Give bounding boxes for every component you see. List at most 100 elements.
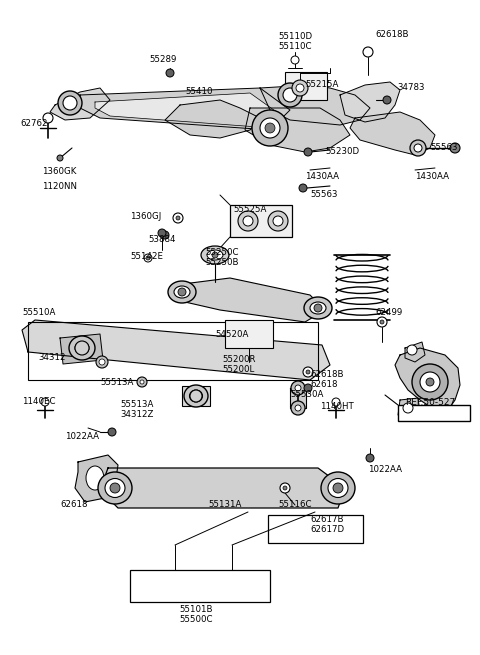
- Polygon shape: [22, 320, 330, 380]
- Circle shape: [292, 80, 308, 96]
- Circle shape: [296, 84, 304, 92]
- Text: 34312: 34312: [38, 354, 65, 362]
- Circle shape: [314, 304, 322, 312]
- Circle shape: [144, 254, 152, 262]
- Ellipse shape: [184, 385, 208, 407]
- Text: 62618: 62618: [60, 500, 87, 509]
- Circle shape: [403, 403, 413, 413]
- Ellipse shape: [98, 472, 132, 504]
- Circle shape: [380, 320, 384, 324]
- Text: 55250C
55250B: 55250C 55250B: [205, 248, 239, 267]
- Ellipse shape: [321, 472, 355, 504]
- Circle shape: [283, 88, 297, 102]
- Polygon shape: [260, 85, 370, 125]
- Text: 55101B
55500C: 55101B 55500C: [179, 605, 213, 624]
- Circle shape: [161, 231, 169, 239]
- Circle shape: [268, 211, 288, 231]
- Ellipse shape: [207, 250, 223, 260]
- Text: 55110D
55110C: 55110D 55110C: [278, 32, 312, 51]
- Circle shape: [414, 144, 422, 152]
- Text: 1430AA: 1430AA: [415, 172, 449, 181]
- Text: 62617B
62617D: 62617B 62617D: [310, 515, 344, 534]
- Circle shape: [57, 155, 63, 161]
- Circle shape: [58, 91, 82, 115]
- Text: 55230D: 55230D: [325, 147, 359, 157]
- Polygon shape: [100, 468, 345, 508]
- Circle shape: [273, 216, 283, 226]
- Text: 55530A: 55530A: [290, 390, 324, 399]
- Circle shape: [166, 69, 174, 77]
- Bar: [28, 322, 318, 380]
- Circle shape: [377, 317, 387, 327]
- Circle shape: [41, 398, 49, 406]
- Text: 62618B: 62618B: [375, 30, 408, 39]
- Circle shape: [332, 398, 340, 406]
- Text: 62499: 62499: [375, 308, 402, 317]
- Text: 55131A: 55131A: [208, 500, 241, 509]
- Bar: [182, 386, 210, 406]
- Text: 55215A: 55215A: [305, 80, 338, 89]
- Circle shape: [291, 381, 305, 395]
- Circle shape: [366, 454, 374, 462]
- Circle shape: [260, 118, 280, 138]
- Circle shape: [190, 390, 202, 402]
- Text: 1360GK: 1360GK: [42, 167, 76, 176]
- Ellipse shape: [105, 479, 125, 498]
- Circle shape: [43, 113, 53, 123]
- Circle shape: [158, 229, 166, 237]
- Circle shape: [176, 216, 180, 220]
- Ellipse shape: [75, 341, 89, 354]
- Circle shape: [306, 370, 310, 374]
- Circle shape: [173, 213, 183, 223]
- Circle shape: [295, 385, 301, 391]
- Circle shape: [75, 341, 89, 355]
- Polygon shape: [398, 398, 420, 420]
- Circle shape: [243, 216, 253, 226]
- Text: 55513A
34312Z: 55513A 34312Z: [120, 400, 154, 419]
- Polygon shape: [170, 278, 325, 322]
- Text: 55513A: 55513A: [100, 378, 133, 387]
- Polygon shape: [60, 334, 103, 364]
- Text: 1022AA: 1022AA: [368, 465, 402, 474]
- Ellipse shape: [201, 246, 229, 264]
- Circle shape: [137, 377, 147, 387]
- Text: 1140EC: 1140EC: [22, 398, 56, 407]
- Polygon shape: [340, 82, 400, 122]
- Text: 55410: 55410: [185, 87, 213, 96]
- Circle shape: [140, 380, 144, 384]
- Circle shape: [407, 345, 417, 355]
- Circle shape: [265, 123, 275, 133]
- Text: 55525A: 55525A: [233, 205, 266, 214]
- Polygon shape: [290, 388, 306, 408]
- Text: 62762: 62762: [20, 119, 48, 128]
- Bar: [398, 405, 470, 421]
- Circle shape: [283, 486, 287, 490]
- Circle shape: [238, 211, 258, 231]
- Text: REF.50-527: REF.50-527: [405, 398, 455, 407]
- Circle shape: [99, 359, 105, 365]
- Ellipse shape: [304, 297, 332, 319]
- Polygon shape: [95, 93, 278, 127]
- Polygon shape: [80, 88, 290, 130]
- Circle shape: [178, 288, 186, 296]
- Text: 1120NN: 1120NN: [42, 182, 77, 191]
- Circle shape: [212, 252, 218, 258]
- Circle shape: [63, 96, 77, 110]
- Circle shape: [383, 96, 391, 104]
- Polygon shape: [75, 455, 118, 502]
- Text: 55510A: 55510A: [22, 308, 55, 317]
- Ellipse shape: [86, 466, 104, 490]
- Text: 55142E: 55142E: [130, 252, 163, 261]
- Circle shape: [108, 428, 116, 436]
- Text: 54520A: 54520A: [215, 330, 248, 339]
- Ellipse shape: [190, 390, 203, 402]
- Bar: [130, 570, 270, 602]
- Text: 62618B
62618: 62618B 62618: [310, 370, 344, 390]
- Text: 55200R
55200L: 55200R 55200L: [222, 355, 255, 375]
- Text: 34783: 34783: [397, 83, 424, 92]
- Circle shape: [304, 384, 312, 392]
- Circle shape: [291, 56, 299, 64]
- Text: 55563: 55563: [310, 190, 337, 199]
- Circle shape: [291, 401, 305, 415]
- Circle shape: [278, 83, 302, 107]
